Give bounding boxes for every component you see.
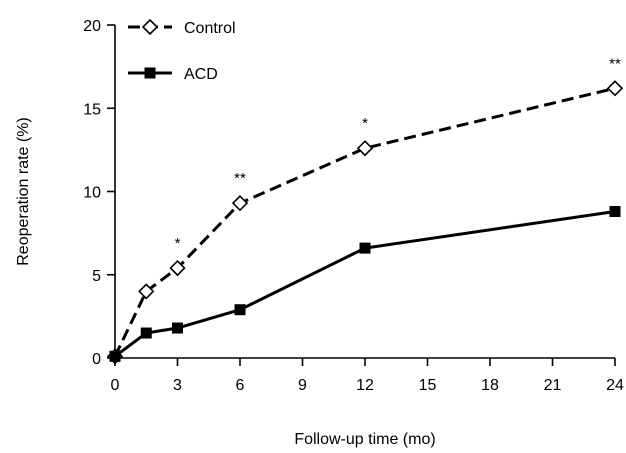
data-point-square — [609, 205, 621, 217]
annotation-layer: ****** — [175, 55, 621, 252]
x-tick-label: 15 — [419, 377, 437, 394]
x-tick-label: 3 — [173, 377, 182, 394]
axes: 0 5 10 15 20 0 3 6 9 12 15 18 21 24 — [83, 18, 624, 394]
x-tick-label: 9 — [298, 377, 307, 394]
data-point-diamond — [231, 195, 249, 212]
y-tick-label: 20 — [83, 18, 101, 35]
data-point-diamond — [169, 259, 186, 277]
legend-label: Control — [184, 20, 236, 37]
data-point-square — [234, 304, 246, 316]
legend-item-acd: ACD — [128, 66, 218, 83]
series-acd — [109, 205, 621, 362]
significance-annotation: * — [175, 235, 181, 252]
data-point-diamond — [141, 18, 159, 36]
data-point-diamond — [356, 140, 374, 157]
data-point-square — [359, 242, 371, 254]
significance-annotation: ** — [609, 55, 621, 72]
x-axis-label: Follow-up time (mo) — [294, 431, 435, 448]
data-point-diamond — [138, 283, 155, 300]
data-point-square — [109, 350, 121, 362]
x-tick-label: 24 — [606, 377, 624, 394]
legend-label: ACD — [184, 66, 218, 83]
series-layer — [106, 80, 624, 365]
legend-item-control: Control — [128, 18, 236, 37]
data-point-diamond — [606, 80, 624, 97]
y-tick-label: 15 — [83, 101, 101, 118]
data-point-square — [144, 67, 156, 79]
y-tick-label: 0 — [92, 351, 101, 368]
x-tick-label: 18 — [481, 377, 499, 394]
y-tick-label: 10 — [83, 185, 101, 202]
y-axis-label: Reoperation rate (%) — [15, 117, 32, 266]
x-tick-label: 21 — [544, 377, 562, 394]
series-line-acd — [114, 209, 616, 358]
data-point-square — [172, 322, 183, 334]
x-tick-label: 6 — [236, 377, 245, 394]
legend: Control ACD — [128, 18, 236, 83]
y-tick-label: 5 — [92, 268, 101, 285]
series-line-control — [113, 86, 616, 357]
x-tick-label: 0 — [111, 377, 120, 394]
x-tick-label: 12 — [356, 377, 374, 394]
data-point-square — [140, 327, 152, 339]
significance-annotation: * — [362, 115, 368, 132]
significance-annotation: ** — [234, 170, 246, 187]
